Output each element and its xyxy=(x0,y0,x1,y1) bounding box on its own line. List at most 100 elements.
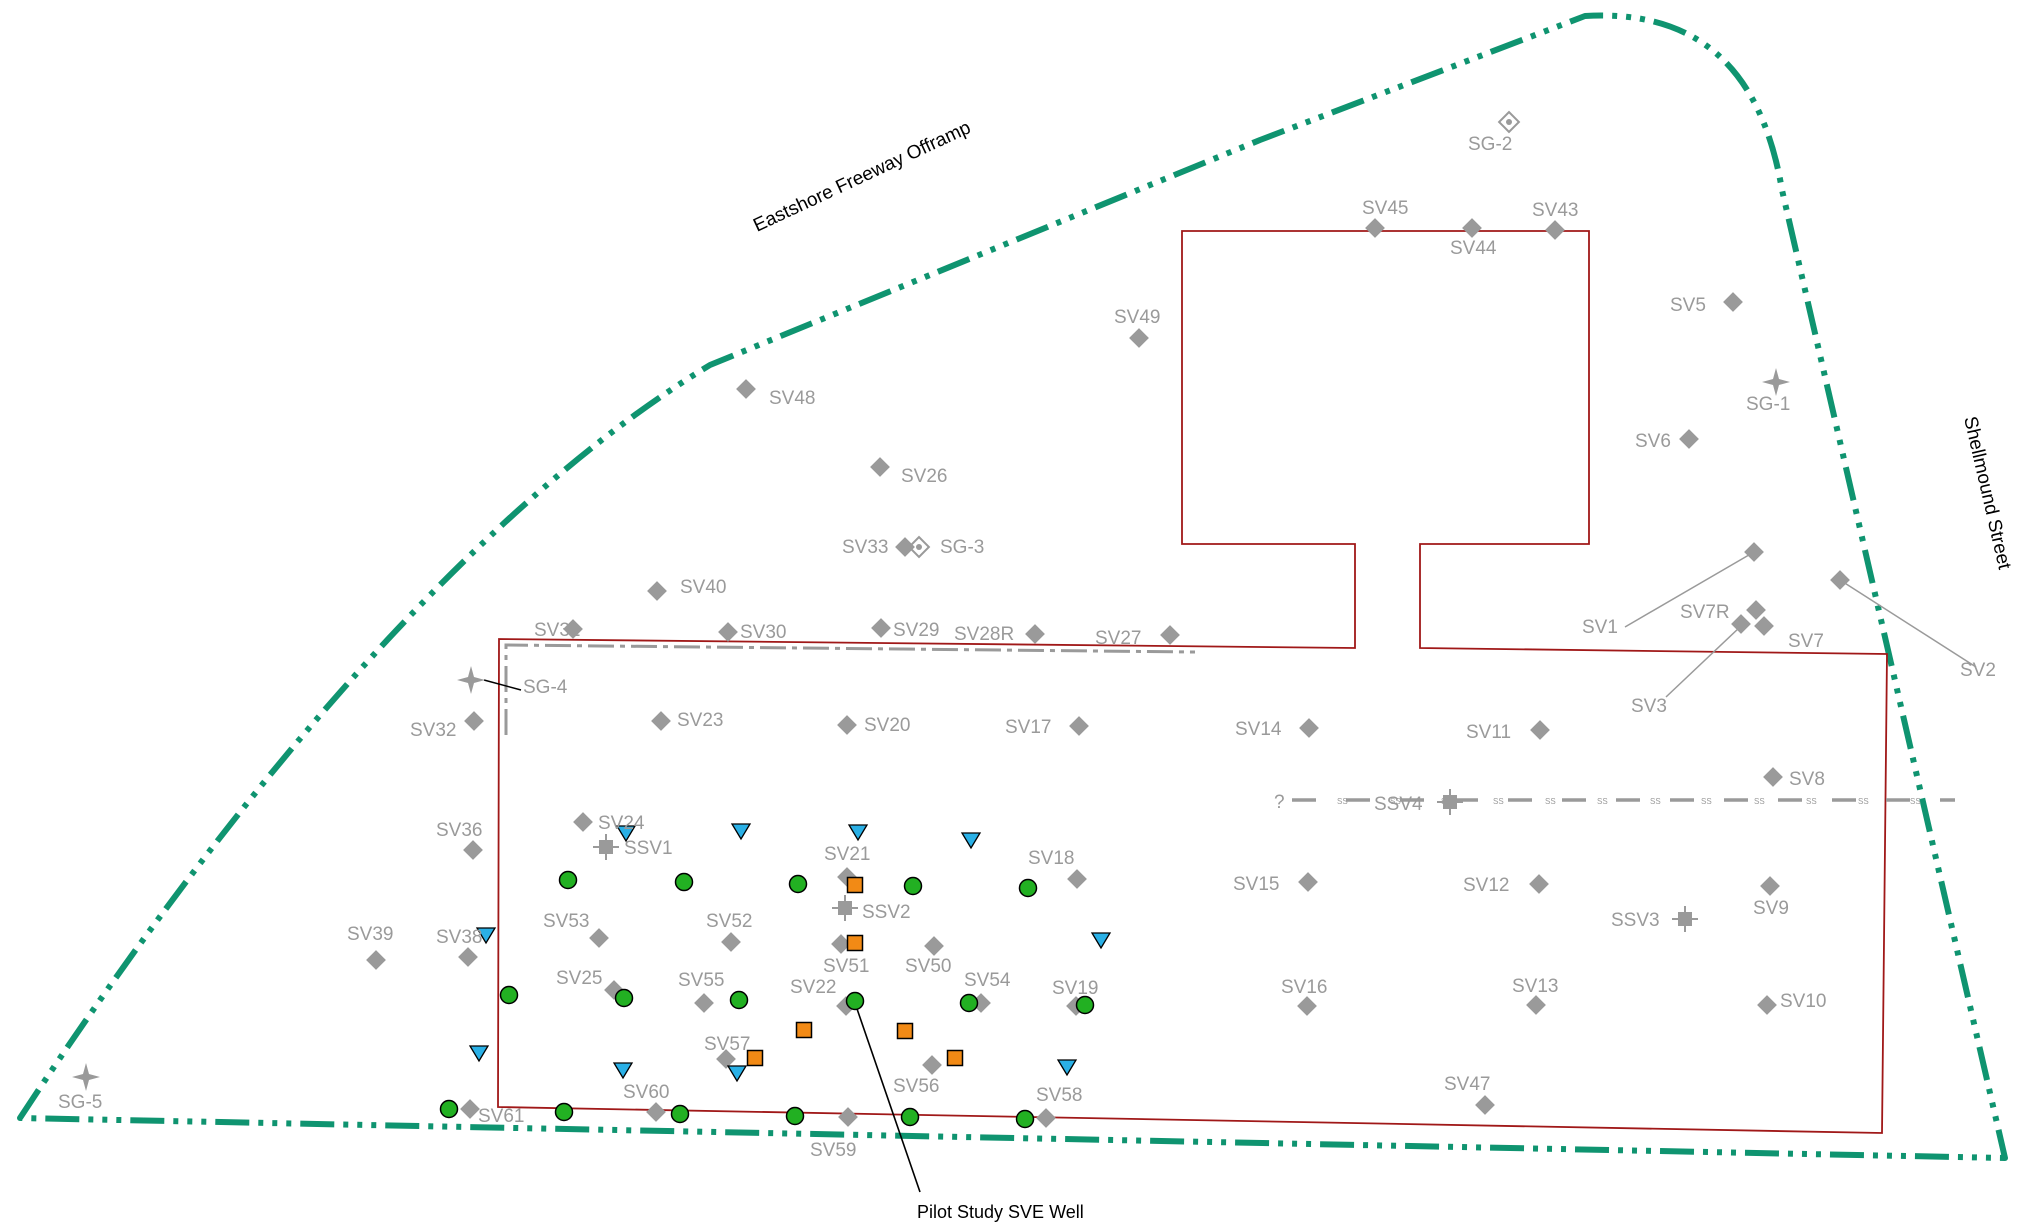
sample-point-label: SV7R xyxy=(1680,602,1730,623)
extraction-well-marker xyxy=(1075,995,1095,1015)
extraction-well-marker xyxy=(903,876,923,896)
sample-point-marker xyxy=(1530,720,1550,740)
sample-point-marker xyxy=(1746,600,1766,620)
sample-point-marker xyxy=(1297,996,1317,1016)
sample-point-marker xyxy=(646,1102,666,1122)
sample-point-label: SV38 xyxy=(436,927,482,948)
street-road-label: Shellmound Street xyxy=(1959,414,2015,572)
sample-point-label: SV51 xyxy=(823,956,869,977)
sewer-ss-mark: SS xyxy=(1597,797,1608,806)
sewer-ss-mark: SS xyxy=(1545,797,1556,806)
vapor-probe-marker xyxy=(960,832,982,850)
subslab-label: SSV1 xyxy=(624,838,673,859)
sample-point-marker xyxy=(1830,570,1850,590)
sample-point-marker xyxy=(1036,1108,1056,1128)
sample-point-marker xyxy=(1067,869,1087,889)
extraction-well-marker xyxy=(558,870,578,890)
sample-point-marker xyxy=(838,1107,858,1127)
point-labels: SV45 SV44 SV43 SV49 SV5 SV6 SV48 SV26 SV33 SV40 SV… xyxy=(58,134,1996,1161)
vapor-probe-marker xyxy=(1090,932,1112,950)
sample-point-label: SV45 xyxy=(1362,198,1408,219)
sample-point-label: SV43 xyxy=(1532,200,1578,221)
sample-point-label: SV7 xyxy=(1788,631,1824,652)
sample-point-marker xyxy=(1760,876,1780,896)
markers xyxy=(72,110,1850,1129)
sample-point-marker xyxy=(1299,718,1319,738)
sample-point-marker xyxy=(1723,292,1743,312)
sample-point-marker xyxy=(736,379,756,399)
sample-point-label: SV19 xyxy=(1052,978,1098,999)
soil-gas-probe-label: SG-4 xyxy=(523,677,568,698)
monitoring-point-marker xyxy=(846,934,864,952)
extraction-well-marker xyxy=(785,1106,805,1126)
sample-point-marker xyxy=(573,812,593,832)
extraction-well-marker xyxy=(670,1104,690,1124)
sample-point-label: SV21 xyxy=(824,844,870,865)
sewer-ss-mark: SS xyxy=(1701,797,1712,806)
sample-point-label: SV33 xyxy=(842,537,888,558)
sample-point-marker xyxy=(464,711,484,731)
sample-point-marker xyxy=(1069,716,1089,736)
sample-point-label: SV60 xyxy=(623,1082,669,1103)
extraction-well-marker xyxy=(900,1107,920,1127)
sample-point-marker xyxy=(651,711,671,731)
extraction-well-marker xyxy=(1018,878,1038,898)
sample-point-label: SV32 xyxy=(410,720,456,741)
sample-point-label: SV50 xyxy=(905,956,951,977)
nested-probe-label: SG-2 xyxy=(1468,134,1512,155)
sample-point-label: SV53 xyxy=(543,911,589,932)
sample-point-label: SV31 xyxy=(534,620,580,641)
sample-point-label: SV5 xyxy=(1670,295,1706,316)
sample-point-marker xyxy=(460,1099,480,1119)
sample-point-label: SV9 xyxy=(1753,898,1789,919)
sample-point-marker xyxy=(1754,616,1774,636)
sample-point-marker xyxy=(1679,429,1699,449)
nested-probe-marker xyxy=(907,535,931,559)
sample-point-label: SV40 xyxy=(680,577,726,598)
sample-point-label: SV39 xyxy=(347,924,393,945)
vapor-probe-marker xyxy=(475,927,497,945)
sample-point-label: SV26 xyxy=(901,466,947,487)
sample-point-marker xyxy=(716,1049,736,1069)
sample-point-marker xyxy=(1365,218,1385,238)
sample-point-label: SV57 xyxy=(704,1034,750,1055)
sample-point-marker xyxy=(458,947,478,967)
sample-point-label: SV14 xyxy=(1235,719,1282,740)
soil-gas-probe-marker xyxy=(1762,368,1790,396)
sample-point-label: SV61 xyxy=(478,1106,524,1127)
sample-point-label: SV49 xyxy=(1114,307,1160,328)
vapor-probe-marker xyxy=(468,1045,490,1063)
offramp-road-label: Eastshore Freeway Offramp xyxy=(750,117,974,236)
soil-gas-probe-label: SG-1 xyxy=(1746,394,1790,415)
extraction-well-marker xyxy=(729,990,749,1010)
sample-point-label: SV30 xyxy=(740,622,786,643)
sample-point-label: SV55 xyxy=(678,970,724,991)
extraction-well-marker xyxy=(674,872,694,892)
sample-point-marker xyxy=(718,622,738,642)
sample-point-marker xyxy=(895,537,915,557)
sewer-ss-mark: SS xyxy=(1858,797,1869,806)
sewer-ss-mark: SS xyxy=(1337,797,1348,806)
soil-gas-probe-label: SG-5 xyxy=(58,1092,102,1113)
sample-point-label: SV2 xyxy=(1960,660,1996,681)
sample-point-marker xyxy=(1475,1095,1495,1115)
sample-point-label: SV23 xyxy=(677,710,723,731)
extraction-well-marker xyxy=(788,874,808,894)
extraction-well-marker xyxy=(845,991,865,1011)
sample-point-label: SV20 xyxy=(864,715,910,736)
soil-gas-probe-marker xyxy=(72,1063,100,1091)
property-boundary xyxy=(17,12,2008,1161)
sample-point-marker xyxy=(922,1055,942,1075)
sample-point-label: SV15 xyxy=(1233,874,1279,895)
callout-leader xyxy=(854,1002,921,1193)
sample-point-marker xyxy=(1025,624,1045,644)
sample-point-label: SV10 xyxy=(1780,991,1826,1012)
sewer-unknown-mark: ? xyxy=(1274,792,1285,813)
sample-point-marker xyxy=(1160,625,1180,645)
sewer-ss-mark: SS xyxy=(1806,797,1817,806)
sample-point-label: SV11 xyxy=(1466,722,1511,743)
sample-point-label: SV18 xyxy=(1028,848,1074,869)
sample-point-marker xyxy=(871,618,891,638)
monitoring-point-marker xyxy=(846,876,864,894)
sample-point-label: SV22 xyxy=(790,977,836,998)
